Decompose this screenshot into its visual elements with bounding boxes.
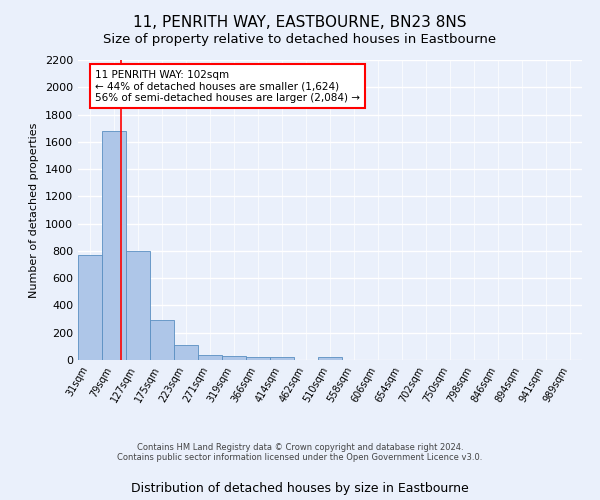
Bar: [318, 356, 342, 360]
Bar: [78, 255, 102, 360]
Bar: [102, 131, 126, 360]
Text: 11 PENRITH WAY: 102sqm
← 44% of detached houses are smaller (1,624)
56% of semi-: 11 PENRITH WAY: 102sqm ← 44% of detached…: [95, 70, 360, 102]
Text: 11, PENRITH WAY, EASTBOURNE, BN23 8NS: 11, PENRITH WAY, EASTBOURNE, BN23 8NS: [133, 15, 467, 30]
Text: Contains HM Land Registry data © Crown copyright and database right 2024.
Contai: Contains HM Land Registry data © Crown c…: [118, 443, 482, 462]
Bar: [150, 320, 174, 360]
Bar: [126, 251, 150, 360]
Bar: [246, 356, 270, 360]
Bar: [198, 354, 222, 360]
Text: Size of property relative to detached houses in Eastbourne: Size of property relative to detached ho…: [103, 32, 497, 46]
Bar: [222, 356, 246, 360]
Bar: [174, 345, 198, 360]
Text: Distribution of detached houses by size in Eastbourne: Distribution of detached houses by size …: [131, 482, 469, 495]
Bar: [270, 357, 294, 360]
Y-axis label: Number of detached properties: Number of detached properties: [29, 122, 40, 298]
